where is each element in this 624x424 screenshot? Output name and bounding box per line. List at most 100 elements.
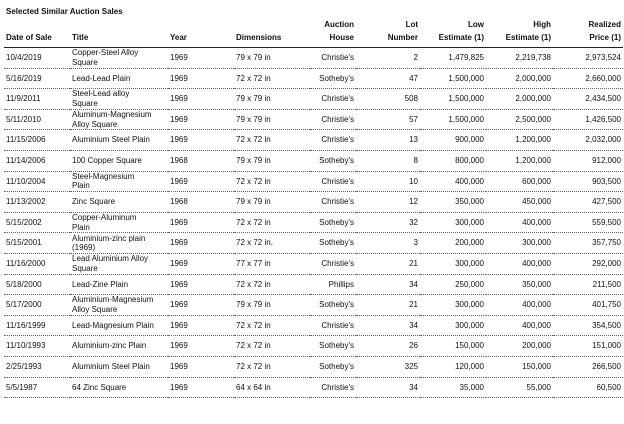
cell-dimensions: 72 x 72 in: [234, 171, 310, 193]
cell-lot-number: 34: [356, 274, 420, 296]
cell-date-of-sale: 11/13/2002: [4, 191, 70, 213]
cell-high-estimate: 200,000: [486, 335, 553, 357]
header-line1: High: [533, 20, 551, 29]
cell-title: Aluminium Steel Plain: [70, 129, 168, 151]
cell-auction-house: Christie's: [310, 88, 356, 110]
cell-auction-house: Christie's: [310, 171, 356, 193]
table-row: 5/11/2010 Aluminum-Magnesium Alloy Square…: [4, 109, 623, 131]
cell-low-estimate: 1,500,000: [420, 109, 486, 131]
cell-low-estimate: 35,000: [420, 377, 486, 399]
cell-lot-number: 3: [356, 232, 420, 254]
cell-title: Lead-Lead Plain: [70, 68, 168, 90]
cell-low-estimate: 1,500,000: [420, 68, 486, 90]
header-line2: Estimate (1): [505, 33, 551, 42]
cell-dimensions: 72 x 72 in: [234, 212, 310, 234]
cell-date-of-sale: 11/16/2000: [4, 253, 70, 275]
cell-realized-price: 1,426,500: [553, 109, 623, 131]
cell-low-estimate: 1,479,825: [420, 47, 486, 69]
cell-year: 1969: [168, 129, 234, 151]
cell-date-of-sale: 2/25/1993: [4, 356, 70, 378]
table-row: 11/10/1993 Aluminium-zinc Plain 1969 72 x 7…: [4, 335, 623, 357]
cell-high-estimate: 350,000: [486, 274, 553, 296]
header-line1: [236, 18, 308, 31]
cell-dimensions: 72 x 72 in.: [234, 232, 310, 254]
cell-low-estimate: 900,000: [420, 129, 486, 151]
column-header-year: Year: [168, 18, 234, 48]
cell-low-estimate: 800,000: [420, 150, 486, 172]
header-line2: Price (1): [589, 33, 621, 42]
cell-realized-price: 903,500: [553, 171, 623, 193]
table-row: 11/16/2000 Lead Aluminium Alloy Square 196…: [4, 253, 623, 275]
cell-year: 1969: [168, 212, 234, 234]
table-row: 5/18/2000 Lead-Zine Plain 1969 72 x 72 in Ph…: [4, 274, 623, 296]
header-line2: Estimate (1): [438, 33, 484, 42]
cell-dimensions: 79 x 79 in: [234, 150, 310, 172]
cell-realized-price: 151,000: [553, 335, 623, 357]
table-row: 11/15/2006 Aluminium Steel Plain 1969 72 x …: [4, 129, 623, 151]
cell-auction-house: Phillips: [310, 274, 356, 296]
cell-high-estimate: 150,000: [486, 356, 553, 378]
cell-date-of-sale: 11/15/2006: [4, 129, 70, 151]
cell-high-estimate: 300,000: [486, 232, 553, 254]
cell-low-estimate: 250,000: [420, 274, 486, 296]
table-row: 5/15/2001 Aluminium-zinc plain (1969) 1969…: [4, 232, 623, 254]
cell-dimensions: 79 x 79 in: [234, 294, 310, 316]
cell-title: 100 Copper Square: [70, 150, 168, 172]
cell-high-estimate: 400,000: [486, 253, 553, 275]
cell-low-estimate: 300,000: [420, 315, 486, 337]
cell-title: Aluminium-zinc plain (1969): [70, 232, 168, 254]
cell-realized-price: 2,660,000: [553, 68, 623, 90]
cell-high-estimate: 2,500,000: [486, 109, 553, 131]
cell-dimensions: 72 x 72 in: [234, 129, 310, 151]
cell-high-estimate: 1,200,000: [486, 129, 553, 151]
auction-sales-table: Date of Sale Title Year Dimensions Auctio…: [4, 18, 623, 399]
cell-high-estimate: 2,000,000: [486, 68, 553, 90]
cell-title: Lead Aluminium Alloy Square: [70, 253, 168, 275]
table-row: 5/5/1987 64 Zinc Square 1969 64 x 64 in Chri…: [4, 377, 623, 399]
cell-year: 1969: [168, 335, 234, 357]
cell-title: Steel-Lead alloy Square: [70, 88, 168, 110]
cell-dimensions: 79 x 79 in: [234, 191, 310, 213]
cell-year: 1969: [168, 315, 234, 337]
cell-title: Aluminium-Magnesium Alloy Square: [70, 294, 168, 316]
cell-dimensions: 79 x 79 in: [234, 47, 310, 69]
cell-dimensions: 72 x 72 in: [234, 356, 310, 378]
cell-lot-number: 2: [356, 47, 420, 69]
cell-dimensions: 72 x 72 in: [234, 274, 310, 296]
cell-auction-house: Sotheby's: [310, 212, 356, 234]
cell-lot-number: 57: [356, 109, 420, 131]
table-row: 11/14/2006 100 Copper Square 1968 79 x 79 i…: [4, 150, 623, 172]
header-line2: Year: [170, 33, 187, 42]
cell-date-of-sale: 5/15/2001: [4, 232, 70, 254]
cell-date-of-sale: 10/4/2019: [4, 47, 70, 69]
cell-auction-house: Christie's: [310, 253, 356, 275]
header-line2: House: [329, 33, 354, 42]
cell-date-of-sale: 11/10/1993: [4, 335, 70, 357]
cell-title: Copper-Aluminum Plain: [70, 212, 168, 234]
cell-realized-price: 2,973,524: [553, 47, 623, 69]
cell-date-of-sale: 5/11/2010: [4, 109, 70, 131]
cell-auction-house: Christie's: [310, 191, 356, 213]
cell-dimensions: 79 x 79 in: [234, 88, 310, 110]
cell-date-of-sale: 5/5/1987: [4, 377, 70, 399]
cell-auction-house: Christie's: [310, 47, 356, 69]
cell-auction-house: Sotheby's: [310, 294, 356, 316]
cell-year: 1969: [168, 232, 234, 254]
cell-date-of-sale: 11/16/1999: [4, 315, 70, 337]
column-header-auction-house: Auction House: [310, 18, 356, 48]
cell-dimensions: 79 x 79 in: [234, 109, 310, 131]
cell-date-of-sale: 11/9/2011: [4, 88, 70, 110]
table-row: 5/15/2002 Copper-Aluminum Plain 1969 72 x 7…: [4, 212, 623, 234]
cell-title: Aluminium Steel Plain: [70, 356, 168, 378]
cell-year: 1969: [168, 377, 234, 399]
cell-dimensions: 72 x 72 in: [234, 335, 310, 357]
cell-title: Steel-Magnesium Plain: [70, 171, 168, 193]
cell-dimensions: 77 x 77 in: [234, 253, 310, 275]
table-row: 11/13/2002 Zinc Square 1968 79 x 79 in Chris…: [4, 191, 623, 213]
cell-auction-house: Christie's: [310, 129, 356, 151]
cell-realized-price: 2,032,000: [553, 129, 623, 151]
cell-realized-price: 354,500: [553, 315, 623, 337]
cell-high-estimate: 600,000: [486, 171, 553, 193]
cell-low-estimate: 150,000: [420, 335, 486, 357]
cell-year: 1969: [168, 274, 234, 296]
